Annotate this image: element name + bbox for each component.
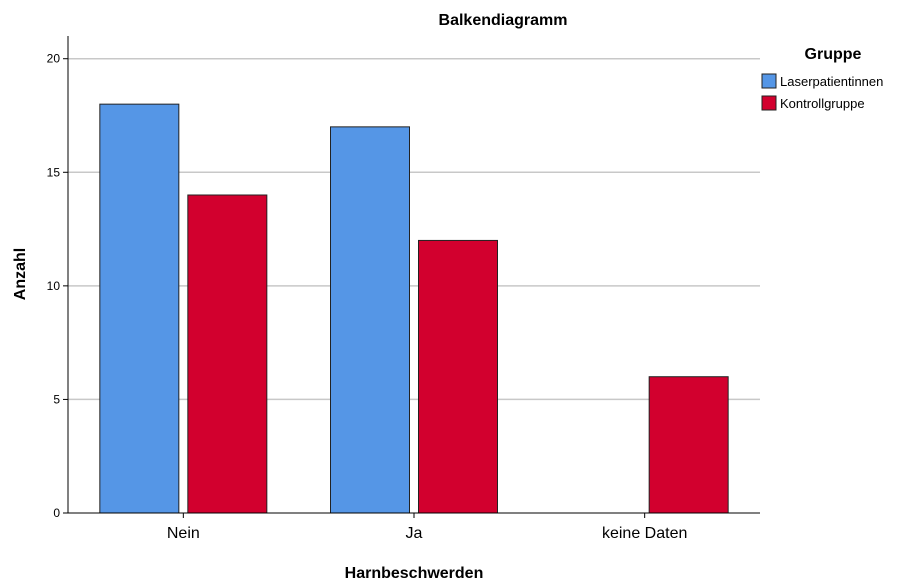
bars	[99, 103, 729, 514]
bar-kontrollgruppe-nein	[187, 194, 268, 514]
x-tick-label: keine Daten	[602, 525, 687, 542]
bar-laserpatientinnen-ja	[330, 126, 410, 514]
legend: Gruppe Laserpatientinnen Kontrollgruppe	[761, 46, 883, 111]
bar-kontrollgruppe-ja	[418, 239, 498, 514]
legend-title: Gruppe	[805, 46, 862, 63]
x-axis-title: Harnbeschwerden	[345, 565, 484, 582]
gridlines	[68, 57, 760, 401]
y-tick-label: 20	[47, 52, 61, 66]
y-tick-label: 5	[53, 392, 60, 406]
y-tick-label: 10	[47, 279, 61, 293]
y-tick-label: 0	[53, 506, 60, 520]
x-tick-label: Ja	[406, 525, 423, 542]
x-tick-label: Nein	[167, 525, 200, 542]
legend-swatch	[761, 73, 777, 89]
axis-ticks: 0 5 10 15 20 Nein Ja keine Daten	[47, 52, 688, 542]
chart-title: Balkendiagramm	[439, 12, 568, 29]
legend-label: Laserpatientinnen	[780, 74, 883, 89]
y-tick-label: 15	[47, 165, 61, 179]
bar-kontrollgruppe-keine-daten	[648, 376, 729, 514]
legend-swatch	[761, 95, 777, 111]
y-axis-title: Anzahl	[12, 248, 29, 300]
bar-laserpatientinnen-nein	[99, 103, 180, 514]
legend-items: Laserpatientinnen Kontrollgruppe	[761, 73, 883, 111]
legend-label: Kontrollgruppe	[780, 96, 865, 111]
